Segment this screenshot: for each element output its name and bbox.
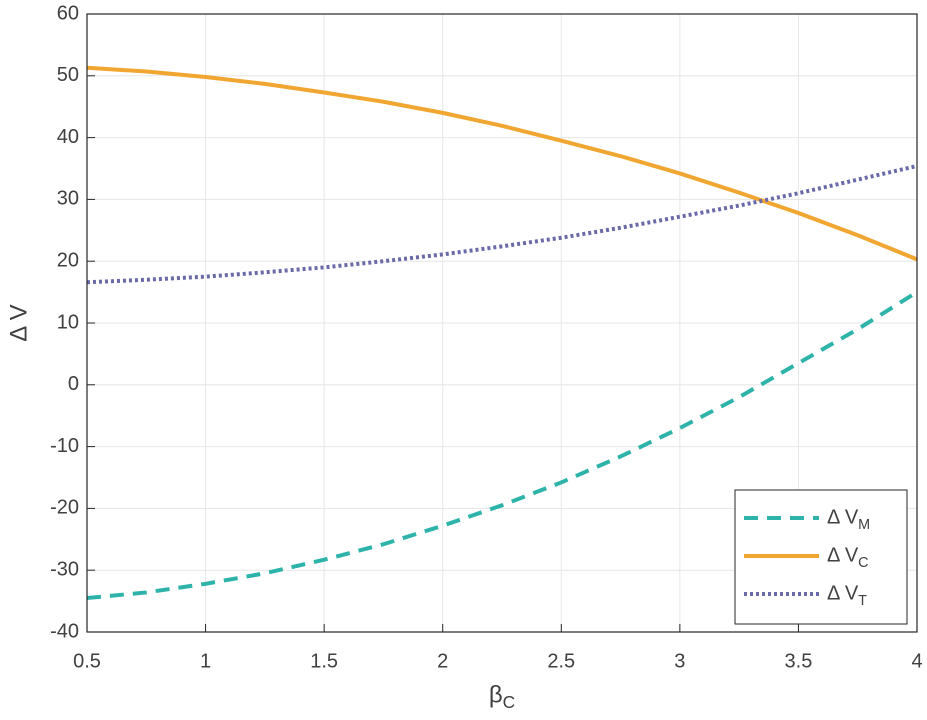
y-tick-label: 50 [57,64,79,86]
y-tick-label: 20 [57,249,79,271]
x-tick-label: 2 [437,650,448,672]
line-series [86,290,919,601]
y-tick-label: 30 [57,188,79,210]
x-tick-label: 2.5 [547,650,575,672]
x-tick-label: 1.5 [310,650,338,672]
y-tick-label: -40 [50,620,79,642]
y-tick-label: 0 [68,373,79,395]
y-tick-label: 40 [57,126,79,148]
x-tick-label: 0.5 [73,650,101,672]
y-axis-label: Δ V [5,304,32,341]
y-tick-label: -20 [50,497,79,519]
x-tick-label: 1 [200,650,211,672]
line-series [86,65,918,262]
y-tick-label: -30 [50,558,79,580]
x-axis-label: βC [489,681,515,711]
plot-frame [86,13,918,633]
x-tick-label: 3 [674,650,685,672]
line-series [86,164,918,285]
y-tick-label: 10 [57,311,79,333]
x-tick-label: 3.5 [785,650,813,672]
y-tick-label: -10 [50,435,79,457]
legend: Δ VMΔ VCΔ VT [734,489,908,625]
y-tick-label: 60 [57,2,79,24]
x-tick-label: 4 [911,650,922,672]
